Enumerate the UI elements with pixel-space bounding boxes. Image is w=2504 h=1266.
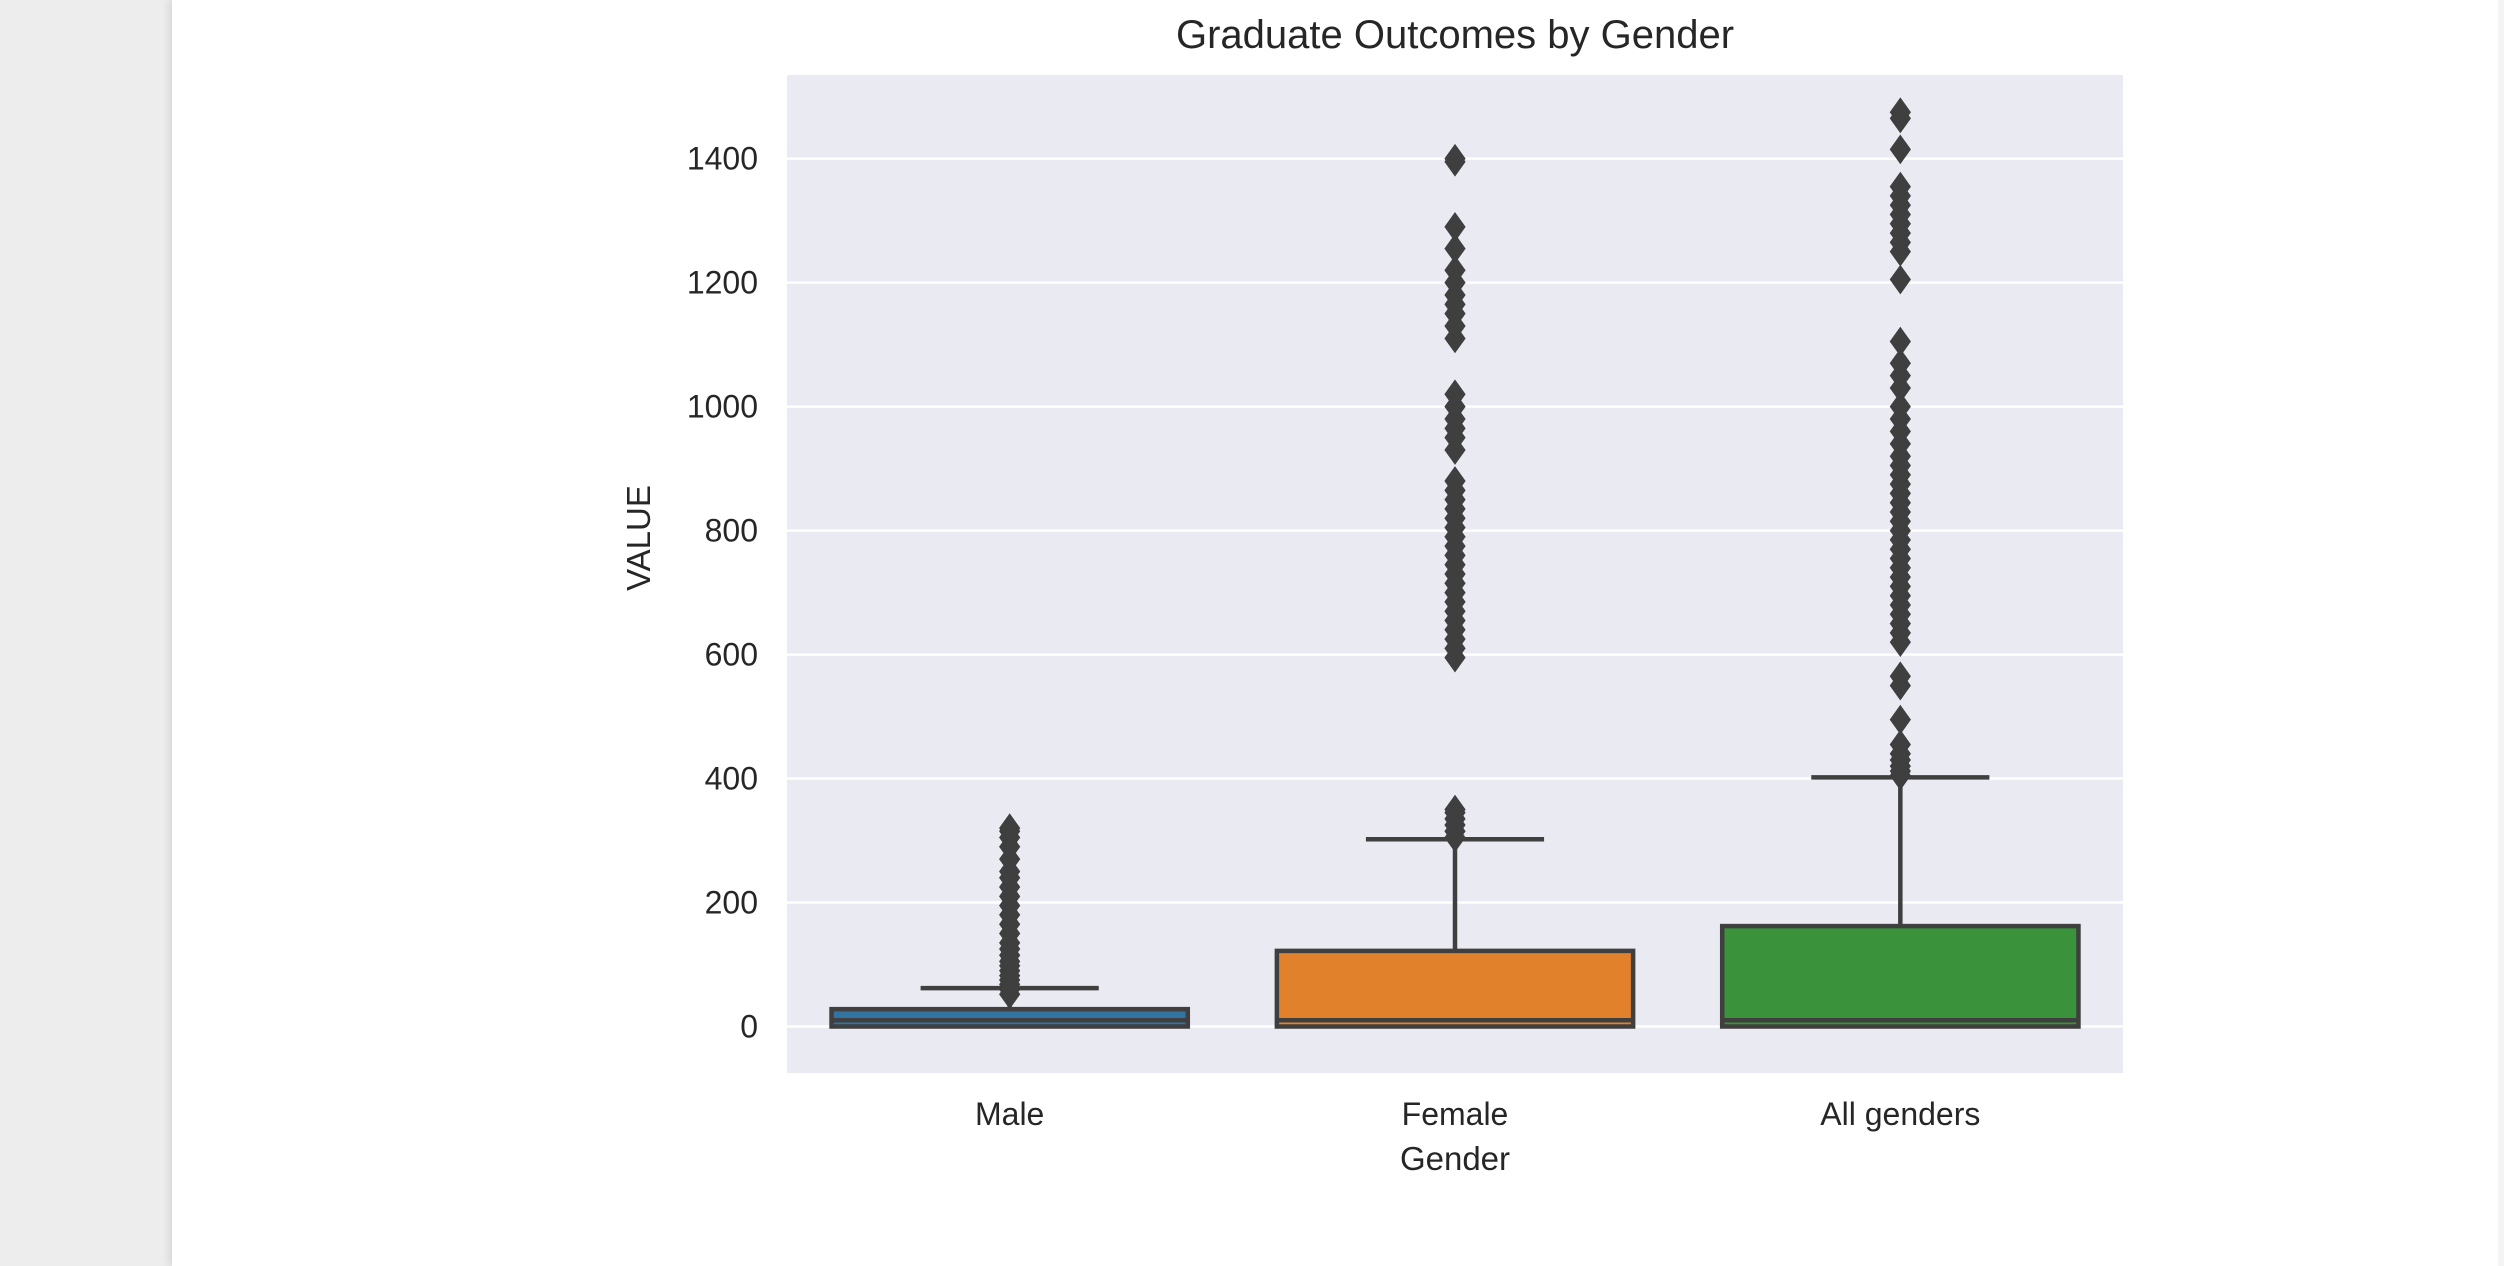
x-axis-label: Gender — [1400, 1140, 1510, 1177]
y-tick-label: 400 — [705, 761, 758, 797]
y-tick-label: 600 — [705, 637, 758, 673]
outlier-point — [1889, 97, 1911, 128]
chart-title: Graduate Outcomes by Gender — [1176, 13, 1734, 57]
box-group — [829, 813, 1191, 1029]
box — [1719, 923, 2081, 1029]
outlier-point — [1444, 143, 1466, 174]
y-axis-ticks: 0 200 400 600 800 1000 1200 1400 — [687, 141, 758, 1045]
outlier-point — [999, 813, 1021, 844]
x-tick-label: All genders — [1820, 1096, 1980, 1132]
x-axis-ticks: Male Female All genders — [975, 1096, 1980, 1132]
outlier-point — [1889, 134, 1911, 165]
outlier-point — [1889, 171, 1911, 202]
outlier-point — [1889, 326, 1911, 357]
y-tick-label: 1200 — [687, 265, 758, 301]
box-group — [1274, 143, 1636, 1029]
boxes — [829, 97, 2081, 1029]
y-tick-label: 200 — [705, 885, 758, 921]
outlier-point — [1444, 255, 1466, 286]
outlier-point — [1889, 729, 1911, 760]
outlier-point — [1444, 233, 1466, 264]
outlier-point — [1889, 264, 1911, 295]
y-tick-label: 1000 — [687, 389, 758, 425]
y-axis-label: VALUE — [620, 485, 657, 591]
box — [1274, 948, 1636, 1029]
outlier-point — [1444, 379, 1466, 410]
x-tick-label: Male — [975, 1096, 1044, 1132]
y-tick-label: 1400 — [687, 141, 758, 177]
y-tick-label: 0 — [740, 1009, 758, 1045]
outlier-point — [1444, 466, 1466, 496]
y-tick-label: 800 — [705, 513, 758, 549]
outlier-point — [1889, 661, 1911, 692]
outlier-point — [1889, 348, 1911, 379]
outlier-point — [1444, 794, 1466, 825]
scrollbar-edge — [2498, 0, 2504, 1266]
box — [829, 1006, 1191, 1029]
box-group — [1719, 97, 2081, 1029]
x-tick-label: Female — [1402, 1096, 1509, 1132]
outlier-point — [1889, 704, 1911, 735]
outlier-point — [1889, 391, 1911, 422]
outlier-point — [1444, 212, 1466, 242]
